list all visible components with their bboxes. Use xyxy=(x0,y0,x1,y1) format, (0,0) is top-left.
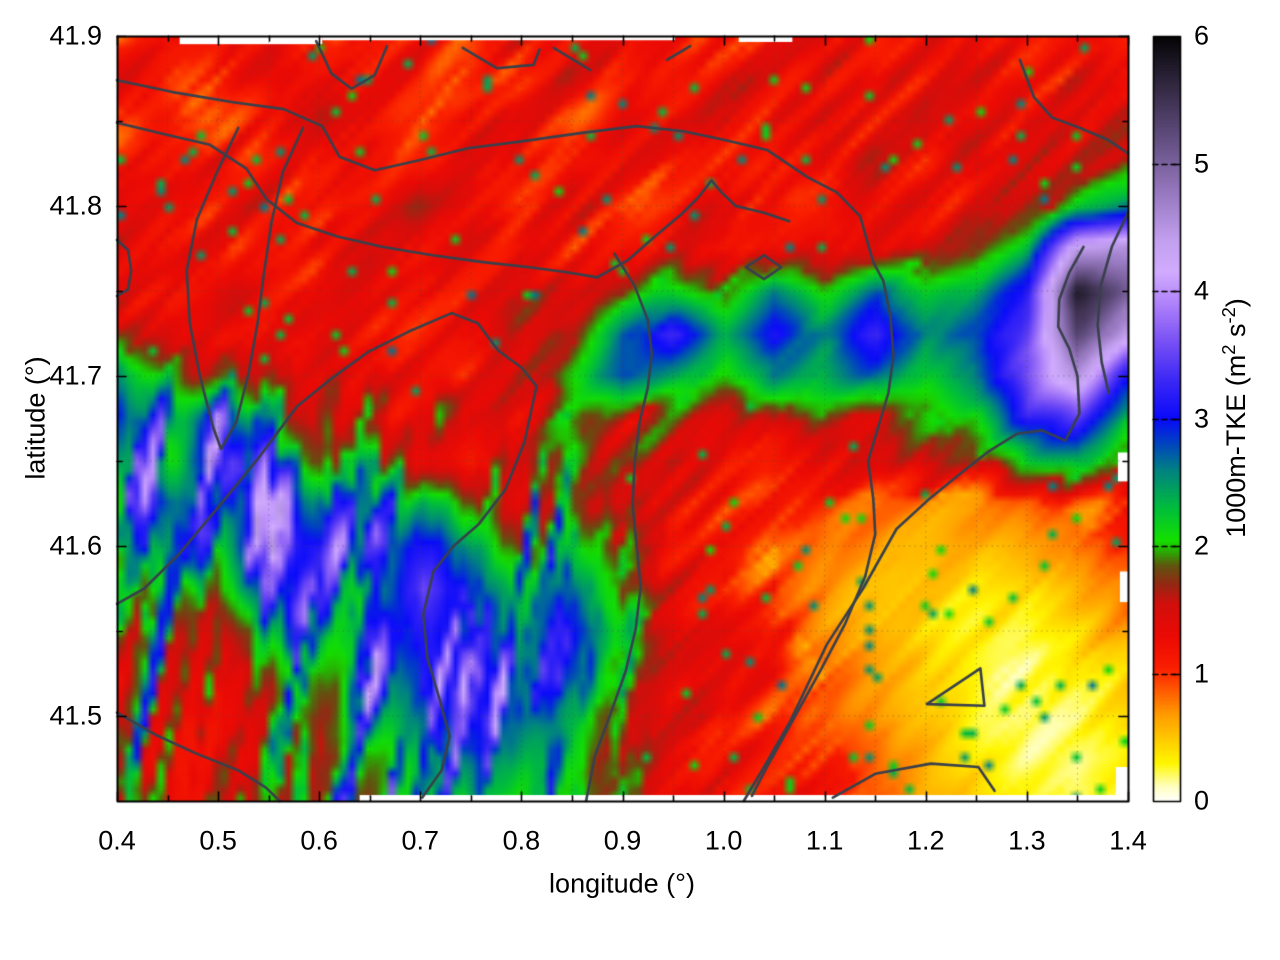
x-tick-label: 1.4 xyxy=(1109,825,1147,856)
y-tick-label: 41.8 xyxy=(49,190,102,221)
x-tick-label: 0.4 xyxy=(98,825,136,856)
x-tick-label: 0.7 xyxy=(401,825,440,856)
colorbar-tick-label: 1 xyxy=(1194,658,1210,688)
x-tick-label: 1.1 xyxy=(805,825,844,856)
y-tick-label: 41.6 xyxy=(49,530,102,561)
colorbar-label-text: s xyxy=(1221,323,1251,345)
colorbar-tick-label: 4 xyxy=(1194,275,1210,306)
x-tick-label: 0.6 xyxy=(300,825,338,856)
y-axis-label: latitude (°) xyxy=(20,356,51,480)
y-tick-label: 41.7 xyxy=(49,360,102,391)
x-tick-label: 1.0 xyxy=(704,825,743,856)
x-tick-label: 1.3 xyxy=(1008,825,1046,856)
colorbar-tick-label: 2 xyxy=(1194,530,1210,561)
x-tick-label: 0.5 xyxy=(199,825,237,856)
colorbar-tick-label: 5 xyxy=(1194,148,1210,178)
colorbar-label: 1000m-TKE (m2 s-2) xyxy=(1218,298,1252,538)
colorbar-tick-label: 6 xyxy=(1194,20,1210,51)
colorbar-label-text: ) xyxy=(1221,298,1251,308)
colorbar-label-superscript: -2 xyxy=(1218,307,1239,324)
x-tick-label: 0.9 xyxy=(603,825,642,856)
y-tick-label: 41.5 xyxy=(49,700,102,731)
y-tick-label: 41.9 xyxy=(49,20,102,51)
colorbar-label-text: 1000m-TKE (m xyxy=(1221,354,1251,538)
colorbar-tick-label: 0 xyxy=(1194,785,1210,816)
colorbar-label-superscript: 2 xyxy=(1218,344,1239,355)
x-tick-label: 1.2 xyxy=(907,825,945,856)
x-axis-label: longitude (°) xyxy=(549,868,695,899)
x-tick-label: 0.8 xyxy=(502,825,541,856)
colorbar-tick-label: 3 xyxy=(1194,403,1210,433)
